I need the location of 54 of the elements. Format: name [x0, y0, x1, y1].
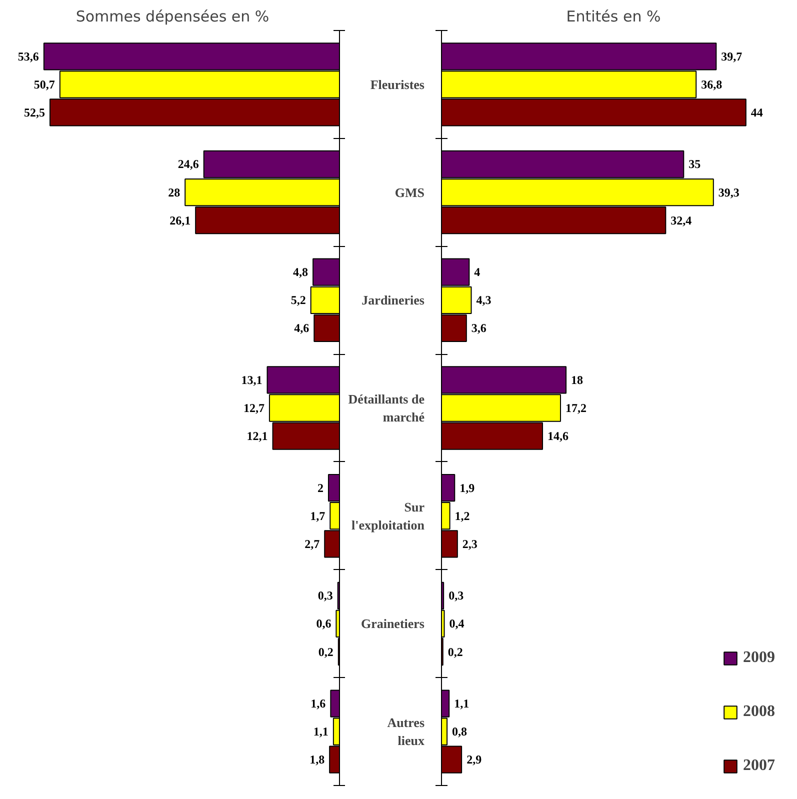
data-label: 0,3 [318, 588, 333, 603]
data-label: 0,3 [448, 588, 464, 603]
data-label: 26,1 [170, 213, 191, 228]
y-tick-label: Sur l'exploitation [352, 499, 426, 532]
data-label: 3,6 [471, 321, 486, 336]
data-label: 13,1 [241, 372, 262, 387]
y-tick-label: Fleuristes [370, 76, 425, 92]
data-label: 4,6 [294, 321, 310, 336]
data-label: 32,4 [670, 213, 692, 228]
data-label: 0,2 [318, 644, 334, 659]
data-label: 0,2 [448, 644, 463, 659]
data-label: 1,2 [454, 508, 470, 523]
data-label: 50,7 [34, 77, 55, 92]
chart-title: Entités en % [566, 8, 661, 26]
data-label: 4,3 [476, 293, 492, 308]
data-label: 2,9 [466, 752, 482, 767]
data-label: 1,7 [310, 508, 326, 523]
data-label: 4 [474, 265, 480, 280]
data-label: 5,2 [290, 293, 306, 308]
data-label: 39,3 [718, 185, 740, 200]
data-label: 12,7 [243, 401, 264, 415]
y-tick-label: Détaillants de marché [348, 392, 425, 424]
data-label: 39,7 [721, 49, 742, 64]
data-label: 1,8 [310, 752, 325, 767]
data-label: 1,1 [454, 696, 470, 711]
data-label: 35 [688, 157, 701, 172]
data-label: 2,3 [462, 536, 478, 551]
y-tick-label: Autres lieux [387, 715, 425, 748]
data-label: 14,6 [548, 429, 569, 444]
y-tick-label: GMS [394, 184, 425, 200]
data-label: 0,8 [452, 724, 468, 739]
data-label: 28 [168, 185, 180, 200]
data-label: 2 [317, 480, 324, 495]
data-label: 1,6 [310, 696, 326, 711]
data-label: 53,6 [18, 49, 39, 64]
legend-label: 2009 [743, 649, 775, 667]
data-label: 44 [750, 105, 763, 120]
data-label: 0,4 [449, 616, 464, 631]
data-label: 52,5 [24, 105, 45, 120]
data-label: 4,8 [293, 265, 308, 280]
data-label: 1,9 [460, 480, 475, 495]
data-label: 24,6 [178, 157, 199, 172]
legend-label: 2008 [743, 703, 775, 721]
data-label: 12,1 [246, 429, 268, 444]
data-label: 36,8 [701, 77, 722, 92]
data-label: 1,1 [313, 724, 328, 739]
data-label: 17,2 [566, 401, 586, 415]
data-label: 0,6 [316, 616, 332, 631]
legend-label: 2007 [743, 757, 775, 775]
y-tick-label: Grainetiers [360, 616, 425, 632]
y-tick-label: Jardineries [362, 292, 425, 308]
data-label: 2,7 [304, 536, 320, 551]
data-label: 18 [571, 372, 584, 387]
chart-title: Sommes dépensées en % [76, 8, 270, 26]
